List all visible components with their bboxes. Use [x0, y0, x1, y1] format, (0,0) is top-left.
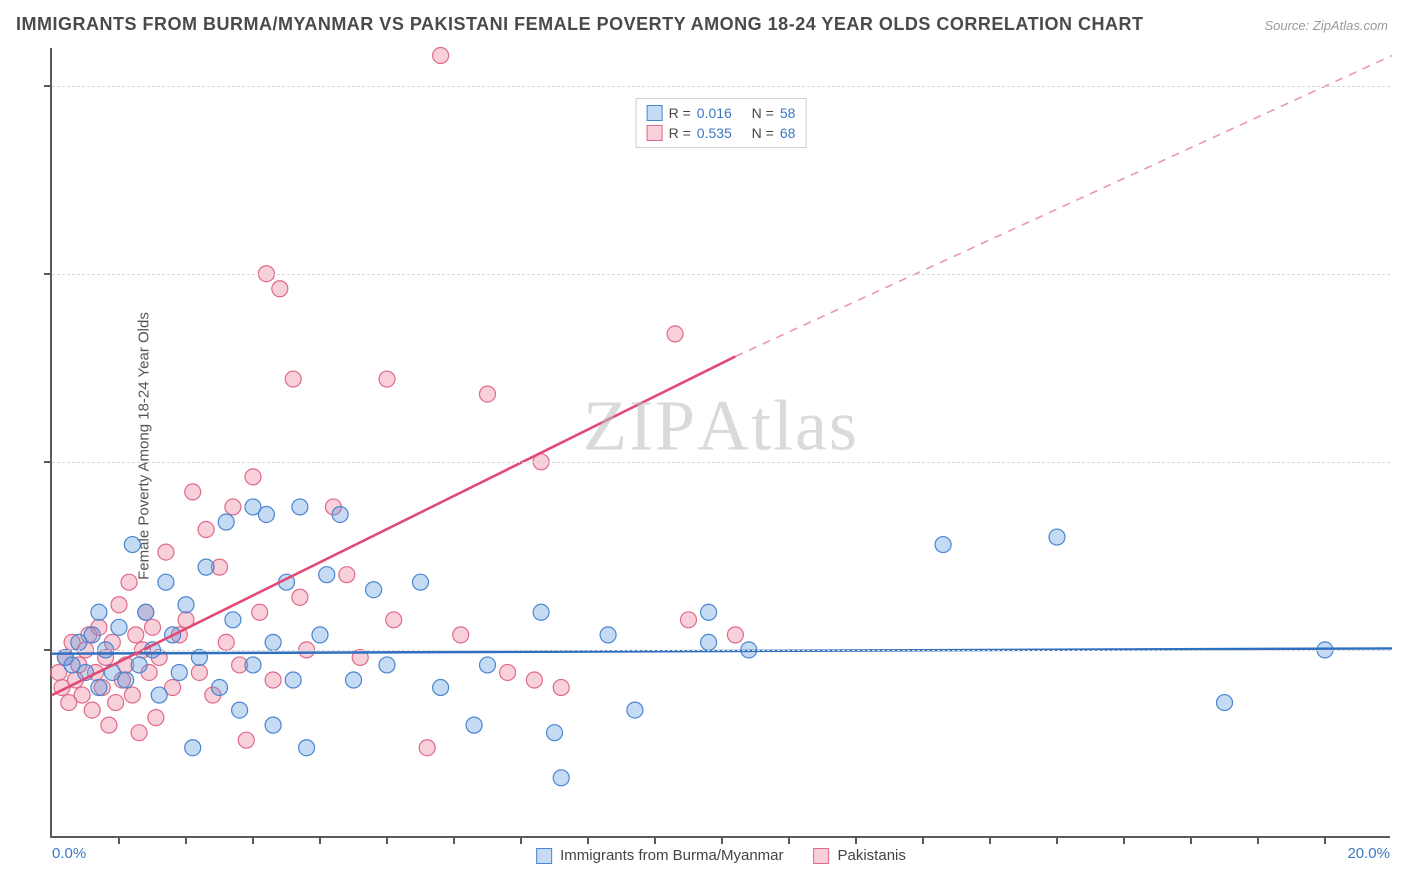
scatter-plot: ZIPAtlas R = 0.016 N = 58 R = 0.535 N = …: [50, 48, 1390, 838]
x-tick-max: 20.0%: [1347, 845, 1390, 862]
legend-item-blue: Immigrants from Burma/Myanmar: [536, 847, 783, 864]
gridline: [52, 274, 1390, 275]
y-tick-label: 75.0%: [1398, 265, 1406, 282]
gridline: [52, 462, 1390, 463]
legend-label: Pakistanis: [838, 847, 906, 864]
legend-label: Immigrants from Burma/Myanmar: [560, 847, 783, 864]
r-value: 0.535: [697, 125, 732, 141]
n-value: 58: [780, 105, 796, 121]
y-tick-label: 50.0%: [1398, 453, 1406, 470]
y-tick-label: 25.0%: [1398, 641, 1406, 658]
legend-row-blue: R = 0.016 N = 58: [647, 103, 796, 123]
x-tick-min: 0.0%: [52, 845, 86, 862]
swatch-pink: [814, 848, 830, 864]
source-attribution: Source: ZipAtlas.com: [1264, 18, 1388, 33]
swatch-blue: [536, 848, 552, 864]
correlation-legend: R = 0.016 N = 58 R = 0.535 N = 68: [636, 98, 807, 148]
gridline: [52, 650, 1390, 651]
swatch-blue: [647, 105, 663, 121]
series-legend: Immigrants from Burma/Myanmar Pakistanis: [536, 847, 906, 864]
n-label: N =: [752, 105, 774, 121]
y-tick-label: 100.0%: [1398, 77, 1406, 94]
r-label: R =: [669, 125, 691, 141]
n-label: N =: [752, 125, 774, 141]
chart-title: IMMIGRANTS FROM BURMA/MYANMAR VS PAKISTA…: [16, 14, 1144, 35]
r-label: R =: [669, 105, 691, 121]
gridline: [52, 86, 1390, 87]
swatch-pink: [647, 125, 663, 141]
r-value: 0.016: [697, 105, 732, 121]
legend-row-pink: R = 0.535 N = 68: [647, 123, 796, 143]
n-value: 68: [780, 125, 796, 141]
legend-item-pink: Pakistanis: [814, 847, 906, 864]
plot-svg: [52, 48, 1390, 836]
